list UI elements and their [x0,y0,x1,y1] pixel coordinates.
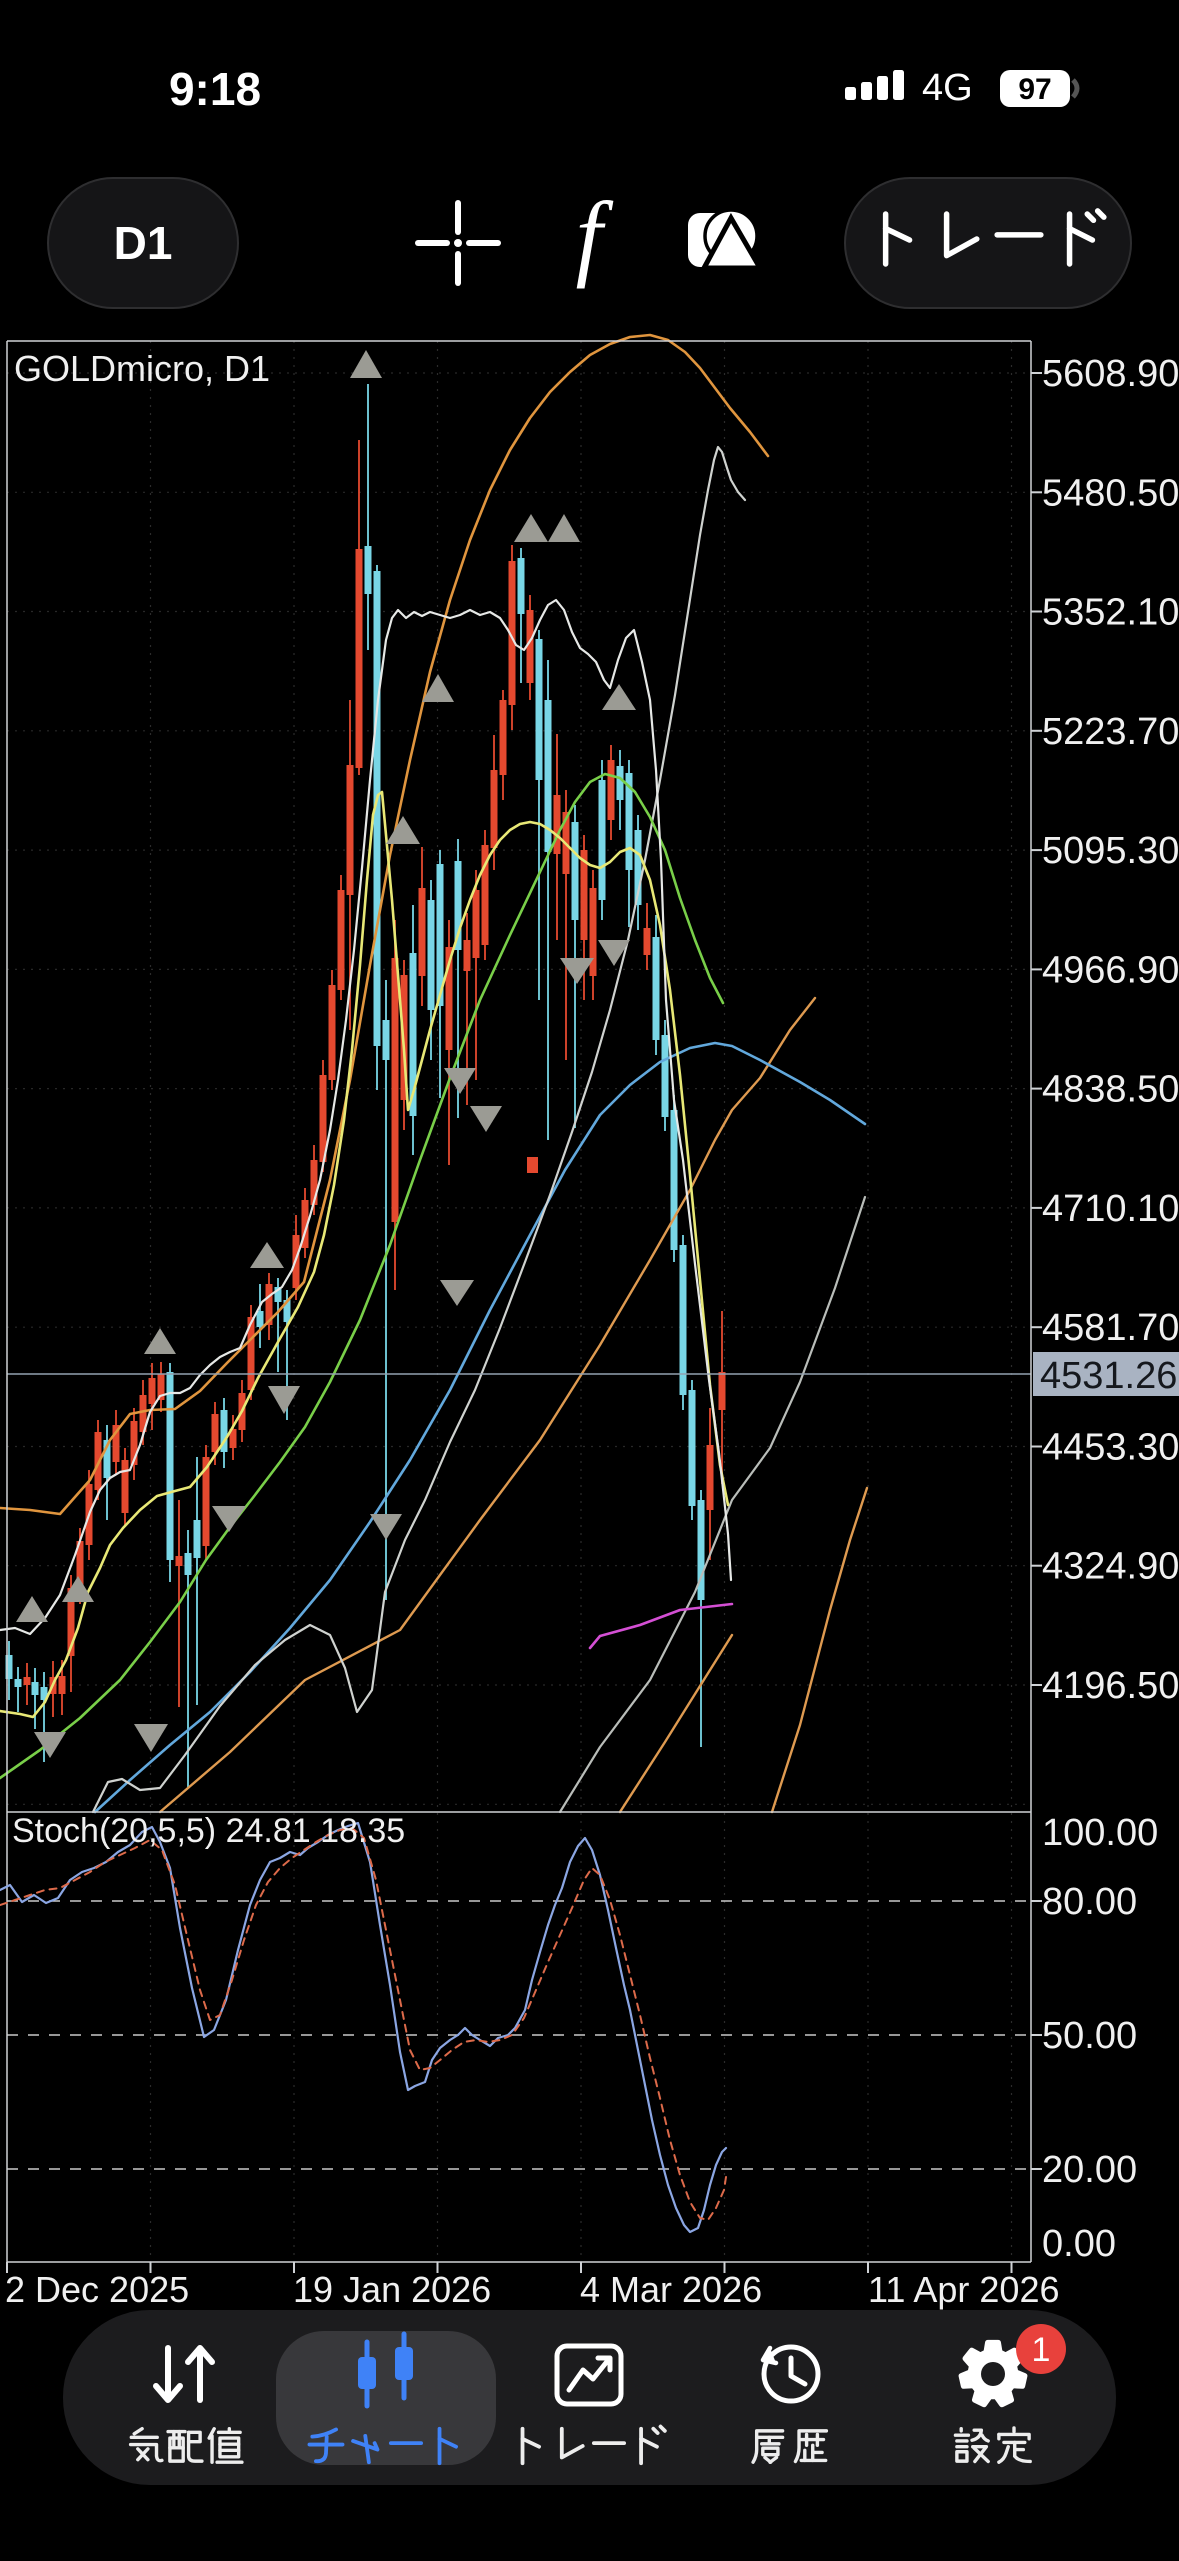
svg-text:4581.70: 4581.70 [1042,1307,1179,1349]
svg-text:GOLDmicro, D1: GOLDmicro, D1 [14,348,270,389]
svg-text:0.00: 0.00 [1042,2223,1116,2265]
svg-text:100.00: 100.00 [1042,1812,1158,1854]
svg-text:97: 97 [1018,73,1051,106]
svg-text:20.00: 20.00 [1042,2149,1137,2191]
svg-text:Stoch(20,5,5) 24.81 18.35: Stoch(20,5,5) 24.81 18.35 [12,1812,405,1850]
svg-text:5352.10: 5352.10 [1042,592,1179,634]
svg-text:5223.70: 5223.70 [1042,711,1179,753]
svg-text:4196.50: 4196.50 [1042,1665,1179,1707]
svg-text:4453.30: 4453.30 [1042,1427,1179,1469]
svg-text:80.00: 80.00 [1042,1881,1137,1923]
svg-text:5095.30: 5095.30 [1042,830,1179,872]
svg-text:4966.90: 4966.90 [1042,949,1179,991]
svg-text:4324.90: 4324.90 [1042,1546,1179,1588]
svg-text:5480.50: 5480.50 [1042,472,1179,514]
svg-text:4G: 4G [922,67,973,109]
svg-text:2 Dec 2025: 2 Dec 2025 [5,2269,189,2310]
svg-text:4531.26: 4531.26 [1040,1355,1177,1397]
svg-text:D1: D1 [114,217,173,269]
svg-text:50.00: 50.00 [1042,2015,1137,2057]
svg-text:4838.50: 4838.50 [1042,1069,1179,1111]
svg-text:9:18: 9:18 [169,63,261,115]
svg-text:19 Jan 2026: 19 Jan 2026 [293,2269,491,2310]
svg-text:4710.10: 4710.10 [1042,1188,1179,1230]
svg-text:5608.90: 5608.90 [1042,353,1179,395]
svg-text:4 Mar 2026: 4 Mar 2026 [580,2269,762,2310]
svg-text:11 Apr 2026: 11 Apr 2026 [868,2269,1060,2310]
svg-text:1: 1 [1032,2331,1051,2369]
